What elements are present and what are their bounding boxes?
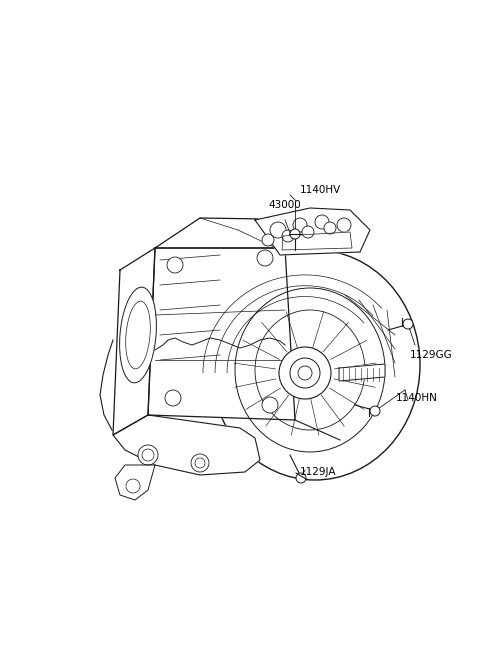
Polygon shape <box>113 415 260 475</box>
Circle shape <box>315 215 329 229</box>
Circle shape <box>296 473 306 483</box>
Circle shape <box>337 218 351 232</box>
Circle shape <box>293 218 307 232</box>
Text: 1129GG: 1129GG <box>410 350 453 360</box>
Circle shape <box>290 358 320 388</box>
Circle shape <box>257 250 273 266</box>
Circle shape <box>167 257 183 273</box>
Ellipse shape <box>255 310 365 430</box>
Circle shape <box>370 406 380 416</box>
Polygon shape <box>148 248 295 420</box>
Circle shape <box>298 366 312 380</box>
Polygon shape <box>113 248 155 435</box>
Circle shape <box>282 230 294 242</box>
Circle shape <box>290 229 300 239</box>
Polygon shape <box>155 218 330 248</box>
Polygon shape <box>255 208 370 255</box>
Text: 1140HN: 1140HN <box>396 393 438 403</box>
Circle shape <box>165 390 181 406</box>
Circle shape <box>262 234 274 246</box>
Circle shape <box>142 449 154 461</box>
Circle shape <box>270 222 286 238</box>
Text: 1140HV: 1140HV <box>300 185 341 195</box>
Circle shape <box>403 319 413 329</box>
Text: 1129JA: 1129JA <box>300 467 336 477</box>
Polygon shape <box>339 364 385 381</box>
Circle shape <box>191 454 209 472</box>
Circle shape <box>324 222 336 234</box>
Ellipse shape <box>126 301 150 369</box>
Circle shape <box>126 479 140 493</box>
Ellipse shape <box>210 250 420 480</box>
Ellipse shape <box>120 287 156 383</box>
Circle shape <box>195 458 205 468</box>
Circle shape <box>279 347 331 399</box>
Ellipse shape <box>235 288 385 452</box>
Circle shape <box>138 445 158 465</box>
Circle shape <box>262 397 278 413</box>
Text: 43000: 43000 <box>268 200 301 210</box>
Circle shape <box>302 226 314 238</box>
Polygon shape <box>282 232 352 250</box>
Polygon shape <box>115 465 155 500</box>
